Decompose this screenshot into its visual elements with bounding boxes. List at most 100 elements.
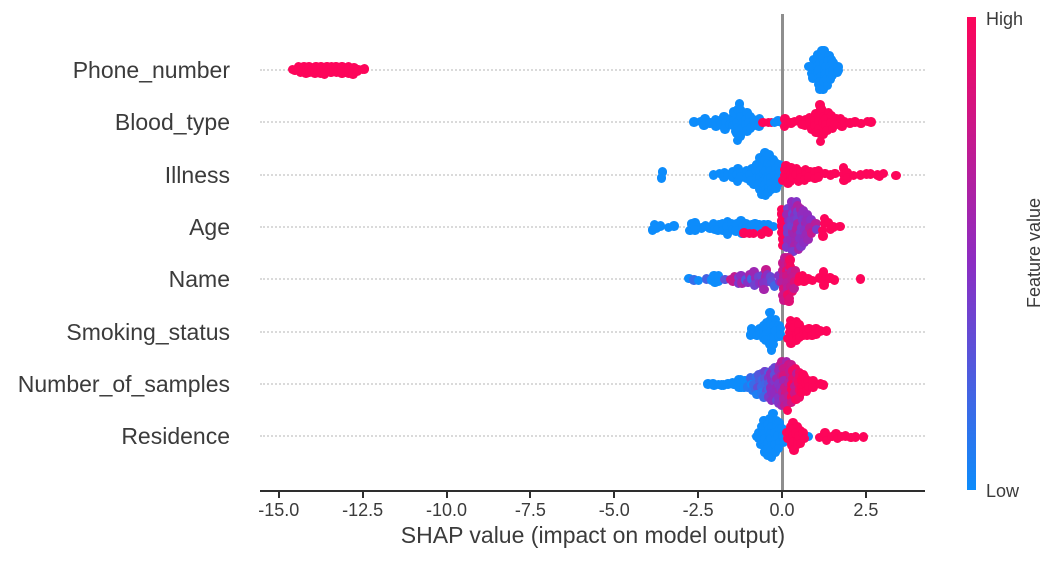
data-point (785, 255, 795, 265)
data-point (779, 375, 789, 386)
colorbar-title: Feature value (1024, 197, 1044, 309)
data-point (732, 117, 742, 128)
x-axis-tick-label: -15.0 (258, 500, 300, 520)
data-point (802, 330, 812, 340)
data-point (803, 375, 813, 386)
data-point (766, 314, 776, 325)
data-point (822, 80, 833, 91)
data-point (788, 246, 798, 257)
data-point (765, 272, 776, 282)
data-point (656, 173, 667, 183)
data-point (748, 228, 759, 239)
data-point (726, 219, 737, 229)
x-axis-tick-label: -10.0 (425, 500, 468, 520)
data-point (806, 215, 816, 225)
data-point (787, 272, 798, 282)
data-point (763, 219, 773, 230)
data-point (766, 345, 777, 355)
data-point (795, 166, 806, 177)
data-point (818, 267, 829, 277)
data-point (761, 265, 771, 275)
data-point (789, 388, 800, 398)
data-point (785, 262, 796, 272)
data-point (669, 221, 679, 231)
data-point (819, 45, 829, 56)
data-point (773, 443, 784, 454)
data-point (790, 266, 801, 276)
data-point (708, 170, 719, 180)
data-point (768, 408, 778, 419)
data-point (798, 428, 808, 438)
data-point (774, 418, 784, 428)
data-point (758, 117, 768, 128)
x-axis-tick-label: -2.5 (682, 500, 714, 520)
data-point (713, 270, 724, 281)
data-point (734, 99, 745, 109)
data-point (804, 323, 814, 334)
data-point (735, 105, 746, 115)
data-point (842, 173, 853, 183)
data-point (818, 231, 828, 241)
data-point (759, 284, 769, 295)
data-point (821, 120, 831, 130)
data-point (782, 333, 793, 344)
data-point (774, 160, 784, 170)
data-point (782, 271, 792, 281)
x-axis-tick-label: -12.5 (342, 500, 384, 520)
data-point (690, 225, 700, 235)
data-point (814, 273, 825, 283)
data-point (795, 438, 806, 449)
data-point (739, 228, 749, 238)
data-point (711, 121, 721, 131)
data-point (701, 274, 712, 284)
feature-label-phone_number: Phone_number (72, 57, 230, 83)
x-axis-tick-label: -5.0 (598, 500, 630, 520)
data-point (722, 169, 733, 180)
row-gridline (260, 69, 925, 71)
data-point (773, 270, 784, 281)
data-point (822, 125, 832, 136)
data-point (782, 209, 792, 220)
data-point (745, 373, 756, 383)
data-point (801, 386, 812, 396)
data-point (813, 172, 824, 182)
data-point (830, 168, 840, 179)
data-point (848, 170, 859, 181)
data-point (818, 380, 829, 390)
data-point (829, 120, 840, 130)
data-point (700, 114, 710, 124)
feature-label-smoking_status: Smoking_status (66, 318, 230, 345)
data-point (768, 339, 779, 350)
data-point (891, 170, 901, 181)
data-point (813, 166, 824, 176)
data-point (764, 150, 774, 160)
data-point (337, 68, 347, 79)
data-point (765, 433, 776, 443)
data-point (749, 280, 760, 290)
data-point (781, 242, 792, 252)
data-point (818, 84, 828, 95)
data-point (803, 234, 813, 245)
data-point (684, 273, 694, 284)
x-axis-line (260, 490, 925, 492)
x-axis-tick (697, 492, 700, 498)
data-point (819, 213, 830, 224)
data-point (802, 210, 813, 220)
data-point (855, 170, 866, 180)
colorbar-low-label: Low (986, 481, 1020, 501)
data-point (794, 319, 804, 330)
data-point (769, 281, 780, 291)
data-point (709, 270, 719, 281)
data-point (814, 432, 825, 443)
data-point (786, 338, 796, 349)
data-point (793, 326, 804, 337)
data-point (811, 218, 821, 229)
data-point (779, 370, 789, 381)
data-point (655, 221, 666, 231)
data-point (720, 124, 730, 134)
data-point (735, 111, 746, 122)
data-point (855, 274, 866, 284)
data-point (808, 382, 818, 393)
row-gridline (260, 121, 925, 124)
